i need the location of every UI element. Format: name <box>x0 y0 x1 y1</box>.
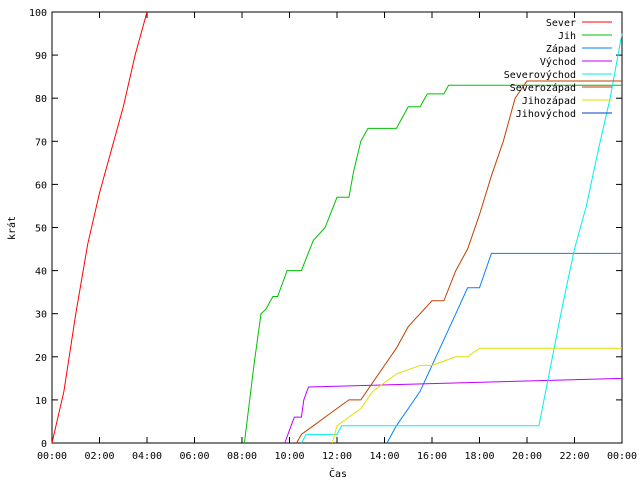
series-line <box>296 80 622 444</box>
y-tick-label: 80 <box>35 94 47 105</box>
legend-label: Jihovýchod <box>516 108 576 120</box>
legend-label: Východ <box>540 56 576 68</box>
x-tick-label: 04:00 <box>132 451 162 462</box>
legend-label: Sever <box>546 18 576 29</box>
x-tick-label: 06:00 <box>179 451 209 462</box>
x-tick-label: 10:00 <box>274 451 304 462</box>
series-line <box>51 11 148 444</box>
y-tick-label: 100 <box>29 8 47 19</box>
legend-label: Západ <box>546 43 576 55</box>
x-tick-label: 08:00 <box>227 451 257 462</box>
y-tick-label: 20 <box>35 353 47 364</box>
legend-label: Jih <box>558 31 576 42</box>
x-tick-label: 14:00 <box>369 451 399 462</box>
series-line <box>243 84 622 444</box>
x-tick-label: 20:00 <box>512 451 542 462</box>
y-tick-label: 10 <box>35 396 47 407</box>
legend-label: Severovýchod <box>504 69 576 81</box>
x-tick-label: 18:00 <box>464 451 494 462</box>
y-tick-label: 60 <box>35 180 47 191</box>
y-tick-label: 0 <box>41 439 47 450</box>
x-tick-label: 00:00 <box>37 451 67 462</box>
y-tick-label: 30 <box>35 310 47 321</box>
series-line <box>386 252 622 444</box>
y-axis-label: krát <box>6 216 18 240</box>
y-tick-label: 70 <box>35 137 47 148</box>
y-tick-label: 50 <box>35 224 47 235</box>
legend-label: Severozápad <box>510 82 576 94</box>
x-tick-label: 22:00 <box>559 451 589 462</box>
legend-label: Jihozápad <box>522 95 576 107</box>
y-tick-label: 40 <box>35 267 47 278</box>
x-tick-label: 00:00 <box>607 451 637 462</box>
x-tick-label: 02:00 <box>84 451 114 462</box>
y-tick-label: 90 <box>35 51 47 62</box>
x-axis-label: Čas <box>329 467 347 480</box>
series-line <box>331 347 622 444</box>
x-tick-label: 12:00 <box>322 451 352 462</box>
x-tick-label: 16:00 <box>417 451 447 462</box>
series-line <box>300 33 623 444</box>
series-line <box>284 377 623 444</box>
